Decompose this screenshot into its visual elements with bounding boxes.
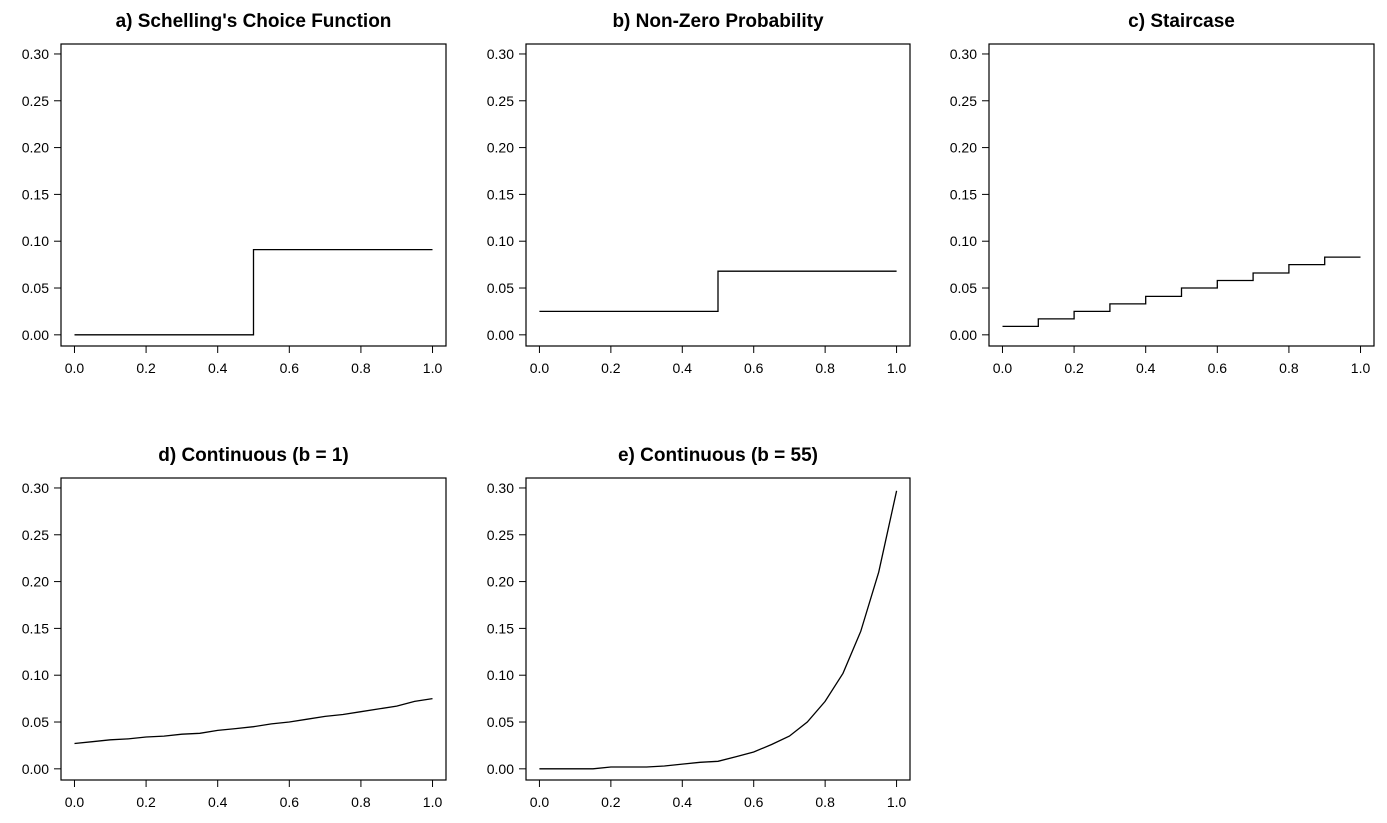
y-tick-label: 0.10 [22,233,49,249]
x-tick-label: 0.8 [815,360,835,376]
chart-panel: d) Continuous (b = 1) 0.0 0.2 0.4 0.6 0.8 1.0 0… [22,445,447,810]
y-tick-label: 0.30 [487,46,514,62]
x-tick-label: 0.6 [1208,360,1228,376]
y-tick-label: 0.20 [950,140,977,156]
y-tick-label: 0.00 [487,761,514,777]
chart-panel: a) Schelling's Choice Function 0.0 0.2 0.4 0… [22,11,447,376]
y-tick-label: 0.05 [22,714,49,730]
plot-frame [988,43,1375,347]
x-tick-label: 0.0 [65,794,85,810]
y-tick-label: 0.20 [22,140,49,156]
x-tick-label: 0.8 [815,794,835,810]
x-tick-label: 1.0 [887,360,907,376]
plot-frame [525,43,911,347]
y-tick-label: 0.05 [487,714,514,730]
x-tick-label: 0.8 [1279,360,1299,376]
x-tick-label: 0.0 [530,794,550,810]
x-tick-label: 0.0 [65,360,85,376]
chart-title: d) Continuous (b = 1) [158,445,349,466]
x-tick-label: 1.0 [423,794,443,810]
x-tick-label: 0.4 [673,794,693,810]
y-tick-label: 0.25 [487,527,514,543]
x-tick-label: 0.2 [136,794,156,810]
chart-title: c) Staircase [1128,11,1235,32]
y-tick-label: 0.30 [950,46,977,62]
y-tick-label: 0.20 [487,574,514,590]
series-line [74,697,433,745]
plot-frame [60,477,447,781]
x-tick-label: 0.4 [208,794,228,810]
x-tick-label: 0.6 [280,794,300,810]
x-tick-label: 0.2 [601,360,621,376]
x-tick-label: 0.0 [993,360,1013,376]
y-tick-label: 0.00 [22,761,49,777]
y-tick-label: 0.10 [950,233,977,249]
y-tick-label: 0.15 [487,186,514,202]
x-tick-label: 0.4 [208,360,228,376]
chart-title: b) Non-Zero Probability [612,11,824,32]
chart-panel: c) Staircase 0.0 0.2 0.4 0.6 0.8 1.0 0.00 0.05 0.… [950,11,1375,376]
x-tick-label: 0.8 [351,794,371,810]
y-tick-label: 0.25 [950,93,977,109]
x-tick-label: 1.0 [887,794,907,810]
chart-title: a) Schelling's Choice Function [116,11,392,32]
y-tick-label: 0.05 [950,280,977,296]
plot-frame [525,477,911,781]
x-tick-label: 0.4 [673,360,693,376]
y-tick-label: 0.30 [22,480,49,496]
x-tick-label: 1.0 [1351,360,1371,376]
x-tick-label: 0.0 [530,360,550,376]
y-tick-label: 0.15 [487,620,514,636]
y-tick-label: 0.10 [487,667,514,683]
y-tick-label: 0.25 [22,527,49,543]
chart-title: e) Continuous (b = 55) [618,445,818,466]
y-tick-label: 0.10 [22,667,49,683]
y-tick-label: 0.30 [22,46,49,62]
plot-frame [60,43,447,347]
series-line [1002,256,1361,328]
series-line [539,270,897,313]
series-line [539,490,898,770]
x-tick-label: 0.8 [351,360,371,376]
y-tick-label: 0.15 [950,186,977,202]
y-tick-label: 0.10 [487,233,514,249]
y-tick-label: 0.00 [22,327,49,343]
x-tick-label: 0.6 [280,360,300,376]
y-tick-label: 0.05 [22,280,49,296]
y-tick-label: 0.20 [487,140,514,156]
x-tick-label: 1.0 [423,360,443,376]
y-tick-label: 0.25 [22,93,49,109]
x-tick-label: 0.6 [744,794,764,810]
x-tick-label: 0.2 [136,360,156,376]
y-tick-label: 0.20 [22,574,49,590]
chart-panel: e) Continuous (b = 55) 0.0 0.2 0.4 0.6 0.8 1.0… [487,445,911,810]
x-tick-label: 0.4 [1136,360,1156,376]
x-tick-label: 0.2 [601,794,621,810]
y-tick-label: 0.15 [22,186,49,202]
x-tick-label: 0.6 [744,360,764,376]
y-tick-label: 0.05 [487,280,514,296]
y-tick-label: 0.00 [487,327,514,343]
y-tick-label: 0.30 [487,480,514,496]
x-tick-label: 0.2 [1064,360,1084,376]
y-tick-label: 0.25 [487,93,514,109]
y-tick-label: 0.00 [950,327,977,343]
chart-panel: b) Non-Zero Probability 0.0 0.2 0.4 0.6 0.8 1.… [487,11,911,376]
y-tick-label: 0.15 [22,620,49,636]
series-line [74,248,433,336]
